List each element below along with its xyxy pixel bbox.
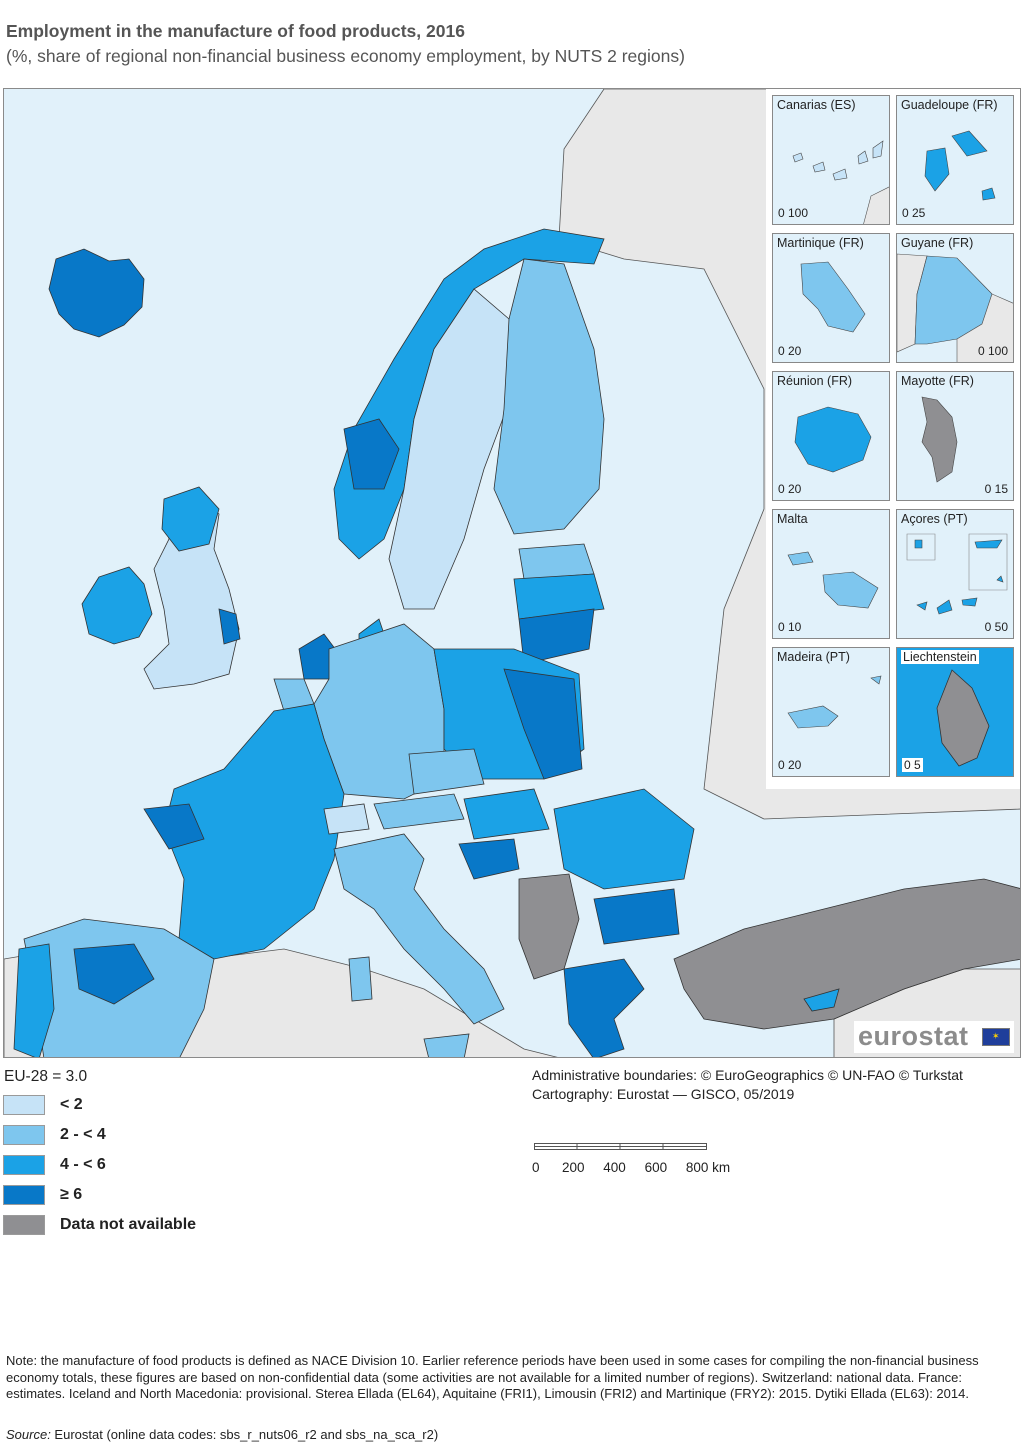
region-croatia [458, 838, 520, 880]
inset-scale: 0 50 [984, 620, 1008, 634]
region-italy [333, 833, 505, 1025]
eu-flag-icon: ✶ [982, 1028, 1010, 1046]
region-norway-west [343, 418, 400, 490]
region-estonia [518, 543, 595, 580]
inset-title: Guyane (FR) [901, 236, 974, 250]
legend-swatch [3, 1215, 45, 1235]
legend-swatch [3, 1185, 45, 1205]
region-sardinia [348, 956, 373, 1002]
region-finland [493, 258, 605, 535]
inset-map [792, 140, 889, 224]
region-sweden [388, 288, 515, 610]
source-line: Source: Eurostat (online data codes: sbs… [6, 1427, 438, 1442]
region-ireland [81, 566, 153, 645]
inset-title: Martinique (FR) [777, 236, 864, 250]
legend-label: < 2 [60, 1096, 83, 1113]
region-poland-east [503, 668, 583, 780]
inset-scale: 0 25 [902, 206, 926, 220]
inset-title: Réunion (FR) [777, 374, 853, 388]
inset-guyane: Guyane (FR) 0 100 [896, 233, 1014, 363]
footnote: Note: the manufacture of food products i… [6, 1353, 979, 1401]
inset-scale: 0 100 [778, 206, 809, 220]
source-label: Source: [6, 1427, 51, 1442]
inset-scale: 0 20 [778, 758, 802, 772]
inset-title: Liechtenstein [901, 650, 979, 664]
region-portugal [13, 943, 55, 1057]
region-brittany [143, 803, 205, 850]
eurostat-logo: eurostat ✶ [854, 1021, 1014, 1053]
inset-madeira: Madeira (PT) 0 20 [772, 647, 890, 777]
inset-title: Malta [777, 512, 808, 526]
region-turkey [673, 878, 1020, 1030]
scale-bar-graphic [534, 1143, 707, 1150]
inset-map [787, 675, 882, 729]
inset-malta: Malta 0 10 [772, 509, 890, 639]
inset-scale: 0 5 [902, 758, 923, 772]
credits-cartography: Cartography: Eurostat — GISCO, 05/2019 [532, 1086, 795, 1102]
region-scotland [161, 486, 220, 552]
inset-title: Mayotte (FR) [901, 374, 974, 388]
region-balkans-na [518, 873, 580, 980]
region-iceland [48, 248, 145, 338]
page-title: Employment in the manufacture of food pr… [6, 21, 465, 41]
eurostat-logo-text: eurostat [858, 1021, 969, 1051]
scale-bar: 0 200 400 600 800 km [532, 1138, 762, 1188]
region-czechia [408, 748, 485, 795]
inset-map [787, 551, 879, 609]
region-east-england [218, 608, 241, 645]
region-lithuania [518, 608, 595, 665]
region-bulgaria [593, 888, 680, 945]
legend-label: Data not available [60, 1216, 197, 1233]
inset-guadeloupe: Guadeloupe (FR) 0 25 [896, 95, 1014, 225]
scale-bar-labels: 0 200 400 600 800 km [532, 1160, 731, 1175]
credits-boundaries: Administrative boundaries: © EuroGeograp… [532, 1067, 963, 1083]
inset-martinique: Martinique (FR) 0 20 [772, 233, 890, 363]
legend-label: ≥ 6 [60, 1186, 83, 1203]
eu-average: EU-28 = 3.0 [4, 1068, 88, 1085]
inset-map [921, 396, 958, 483]
legend-swatch [3, 1125, 45, 1145]
legend-label: 4 - < 6 [60, 1156, 106, 1173]
region-austria [373, 793, 465, 830]
inset-title: Guadeloupe (FR) [901, 98, 998, 112]
region-latvia [513, 573, 605, 620]
inset-canarias: Canarias (ES) 0 100 [772, 95, 890, 225]
inset-map [800, 261, 866, 333]
region-sicily [423, 1033, 470, 1057]
inset-scale: 0 15 [984, 482, 1008, 496]
region-romania [553, 788, 695, 890]
inset-scale: 0 10 [778, 620, 802, 634]
legend-swatch [3, 1095, 45, 1115]
inset-scale: 0 20 [778, 482, 802, 496]
inset-scale: 0 20 [778, 344, 802, 358]
inset-acores: Açores (PT) 0 50 [896, 509, 1014, 639]
inset-map [906, 533, 1008, 615]
inset-title: Açores (PT) [901, 512, 968, 526]
region-castilla [73, 943, 155, 1005]
legend-swatch [3, 1155, 45, 1175]
region-france [163, 703, 345, 960]
inset-scale: 0 100 [977, 344, 1008, 358]
region-uk [143, 493, 240, 690]
legend-label: 2 - < 4 [60, 1126, 106, 1143]
inset-map [897, 253, 1013, 362]
europe-map: Canarias (ES) 0 100 Guadeloupe (FR) 0 25… [3, 88, 1021, 1058]
inset-title: Madeira (PT) [777, 650, 850, 664]
page-subtitle: (%, share of regional non-financial busi… [6, 46, 685, 66]
region-hungary [463, 788, 550, 840]
inset-map [924, 130, 996, 201]
inset-liechtenstein: Liechtenstein 0 5 [896, 647, 1014, 777]
inset-map [794, 406, 872, 473]
inset-title: Canarias (ES) [777, 98, 856, 112]
region-greece [563, 958, 645, 1057]
credits: Administrative boundaries: © EuroGeograp… [532, 1066, 963, 1104]
inset-reunion: Réunion (FR) 0 20 [772, 371, 890, 501]
inset-mayotte: Mayotte (FR) 0 15 [896, 371, 1014, 501]
source-text: Eurostat (online data codes: sbs_r_nuts0… [50, 1427, 439, 1442]
region-cyprus [803, 988, 840, 1012]
region-switzerland [323, 803, 370, 835]
inset-map [936, 669, 990, 767]
